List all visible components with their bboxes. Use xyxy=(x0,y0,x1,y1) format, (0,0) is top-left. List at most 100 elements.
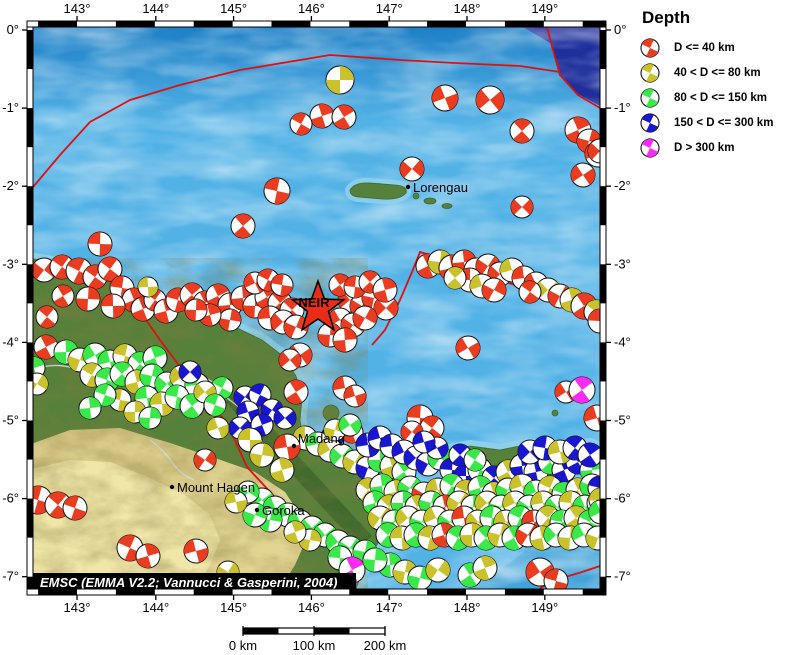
beachball-marker xyxy=(270,273,294,297)
beachball xyxy=(640,37,660,58)
beachball-icon xyxy=(640,112,660,133)
beachball-marker xyxy=(75,286,101,312)
beachball-marker xyxy=(455,335,481,361)
path xyxy=(413,431,435,453)
path xyxy=(641,113,659,132)
frame-stripe xyxy=(427,21,466,27)
beachball-marker xyxy=(475,85,505,115)
beachball xyxy=(640,112,660,133)
beachball xyxy=(640,87,660,108)
path xyxy=(333,328,357,352)
lat-label-left: 0° xyxy=(7,22,19,37)
path xyxy=(447,526,469,550)
beachball-marker xyxy=(543,568,569,589)
path xyxy=(48,492,68,518)
lon-label-top: 143° xyxy=(64,1,91,16)
beachball-marker xyxy=(178,360,202,384)
frame-stripe xyxy=(271,589,311,595)
legend-title: Depth xyxy=(642,8,691,27)
lon-label-bottom: 145° xyxy=(220,600,247,615)
path xyxy=(589,488,600,512)
path xyxy=(76,287,100,311)
path xyxy=(588,142,600,160)
beachball-marker xyxy=(510,195,534,219)
path xyxy=(363,491,387,515)
path xyxy=(284,315,308,339)
beachball-marker xyxy=(249,442,275,468)
path xyxy=(279,351,301,369)
frame-stripe xyxy=(600,108,606,148)
beachball-marker xyxy=(373,295,399,321)
frame-stripe xyxy=(27,30,33,70)
epicenter-star xyxy=(290,278,346,332)
path xyxy=(207,284,229,308)
path xyxy=(274,409,296,427)
path xyxy=(465,449,485,471)
path xyxy=(79,397,101,419)
path xyxy=(212,377,232,399)
path xyxy=(473,556,497,580)
lat-label-right: -5° xyxy=(614,413,631,428)
epicenter-label: NEIR xyxy=(298,295,330,310)
legend-item-label: 40 < D <= 80 km xyxy=(674,66,761,79)
path xyxy=(63,496,87,520)
beachball-marker xyxy=(273,406,297,430)
path xyxy=(566,506,586,530)
beachball-marker xyxy=(289,112,313,136)
path xyxy=(573,293,595,319)
path xyxy=(237,401,259,423)
beachball-marker xyxy=(35,305,59,329)
beachball-marker xyxy=(431,84,459,112)
path xyxy=(150,392,174,416)
path xyxy=(270,458,294,482)
beachball-marker xyxy=(78,396,102,420)
plate-boundary-line xyxy=(546,27,600,109)
path xyxy=(577,129,600,153)
beachball-marker xyxy=(242,502,268,528)
beachball-marker xyxy=(443,266,467,290)
beachball-marker xyxy=(137,276,159,298)
path xyxy=(101,294,125,318)
beachball-marker xyxy=(224,490,248,514)
legend-item: D <= 40 km xyxy=(640,37,792,58)
lat-label-right: -3° xyxy=(614,256,631,271)
beachball-marker xyxy=(325,65,355,95)
path xyxy=(339,415,361,435)
lon-label-top: 147° xyxy=(376,1,403,16)
path xyxy=(179,364,201,380)
path xyxy=(122,288,146,312)
path xyxy=(33,357,45,379)
path xyxy=(393,560,417,584)
frame-stripe xyxy=(504,21,544,27)
beachball-marker xyxy=(509,118,535,144)
map-frame: 143° 143° 144° 144° 145° 145° 146° 146° 147° 147°… xyxy=(2,1,631,615)
beachball-marker xyxy=(412,430,436,454)
path xyxy=(422,416,442,440)
path xyxy=(233,214,253,238)
frame-stripe xyxy=(38,589,77,595)
frame-stripe xyxy=(349,21,389,27)
path xyxy=(511,199,533,215)
beachball-marker xyxy=(138,406,162,430)
scalebar-segment xyxy=(243,628,279,634)
frame-stripe xyxy=(600,498,606,538)
beachball-marker xyxy=(273,433,301,461)
frame-stripe xyxy=(27,264,33,304)
beachball-marker xyxy=(362,547,388,573)
path xyxy=(356,433,380,457)
beachball-marker xyxy=(135,543,161,569)
path xyxy=(468,476,492,500)
path xyxy=(85,265,105,289)
path xyxy=(35,335,57,359)
path xyxy=(207,417,229,439)
place-dot xyxy=(291,443,297,449)
lon-label-bottom: 149° xyxy=(531,600,558,615)
path xyxy=(185,299,207,321)
frame-stripe xyxy=(27,420,33,460)
legend-item-label: D <= 40 km xyxy=(674,41,735,54)
beachball-marker xyxy=(588,499,600,525)
path xyxy=(641,88,659,107)
path xyxy=(544,569,568,589)
beachball-marker xyxy=(33,372,49,396)
